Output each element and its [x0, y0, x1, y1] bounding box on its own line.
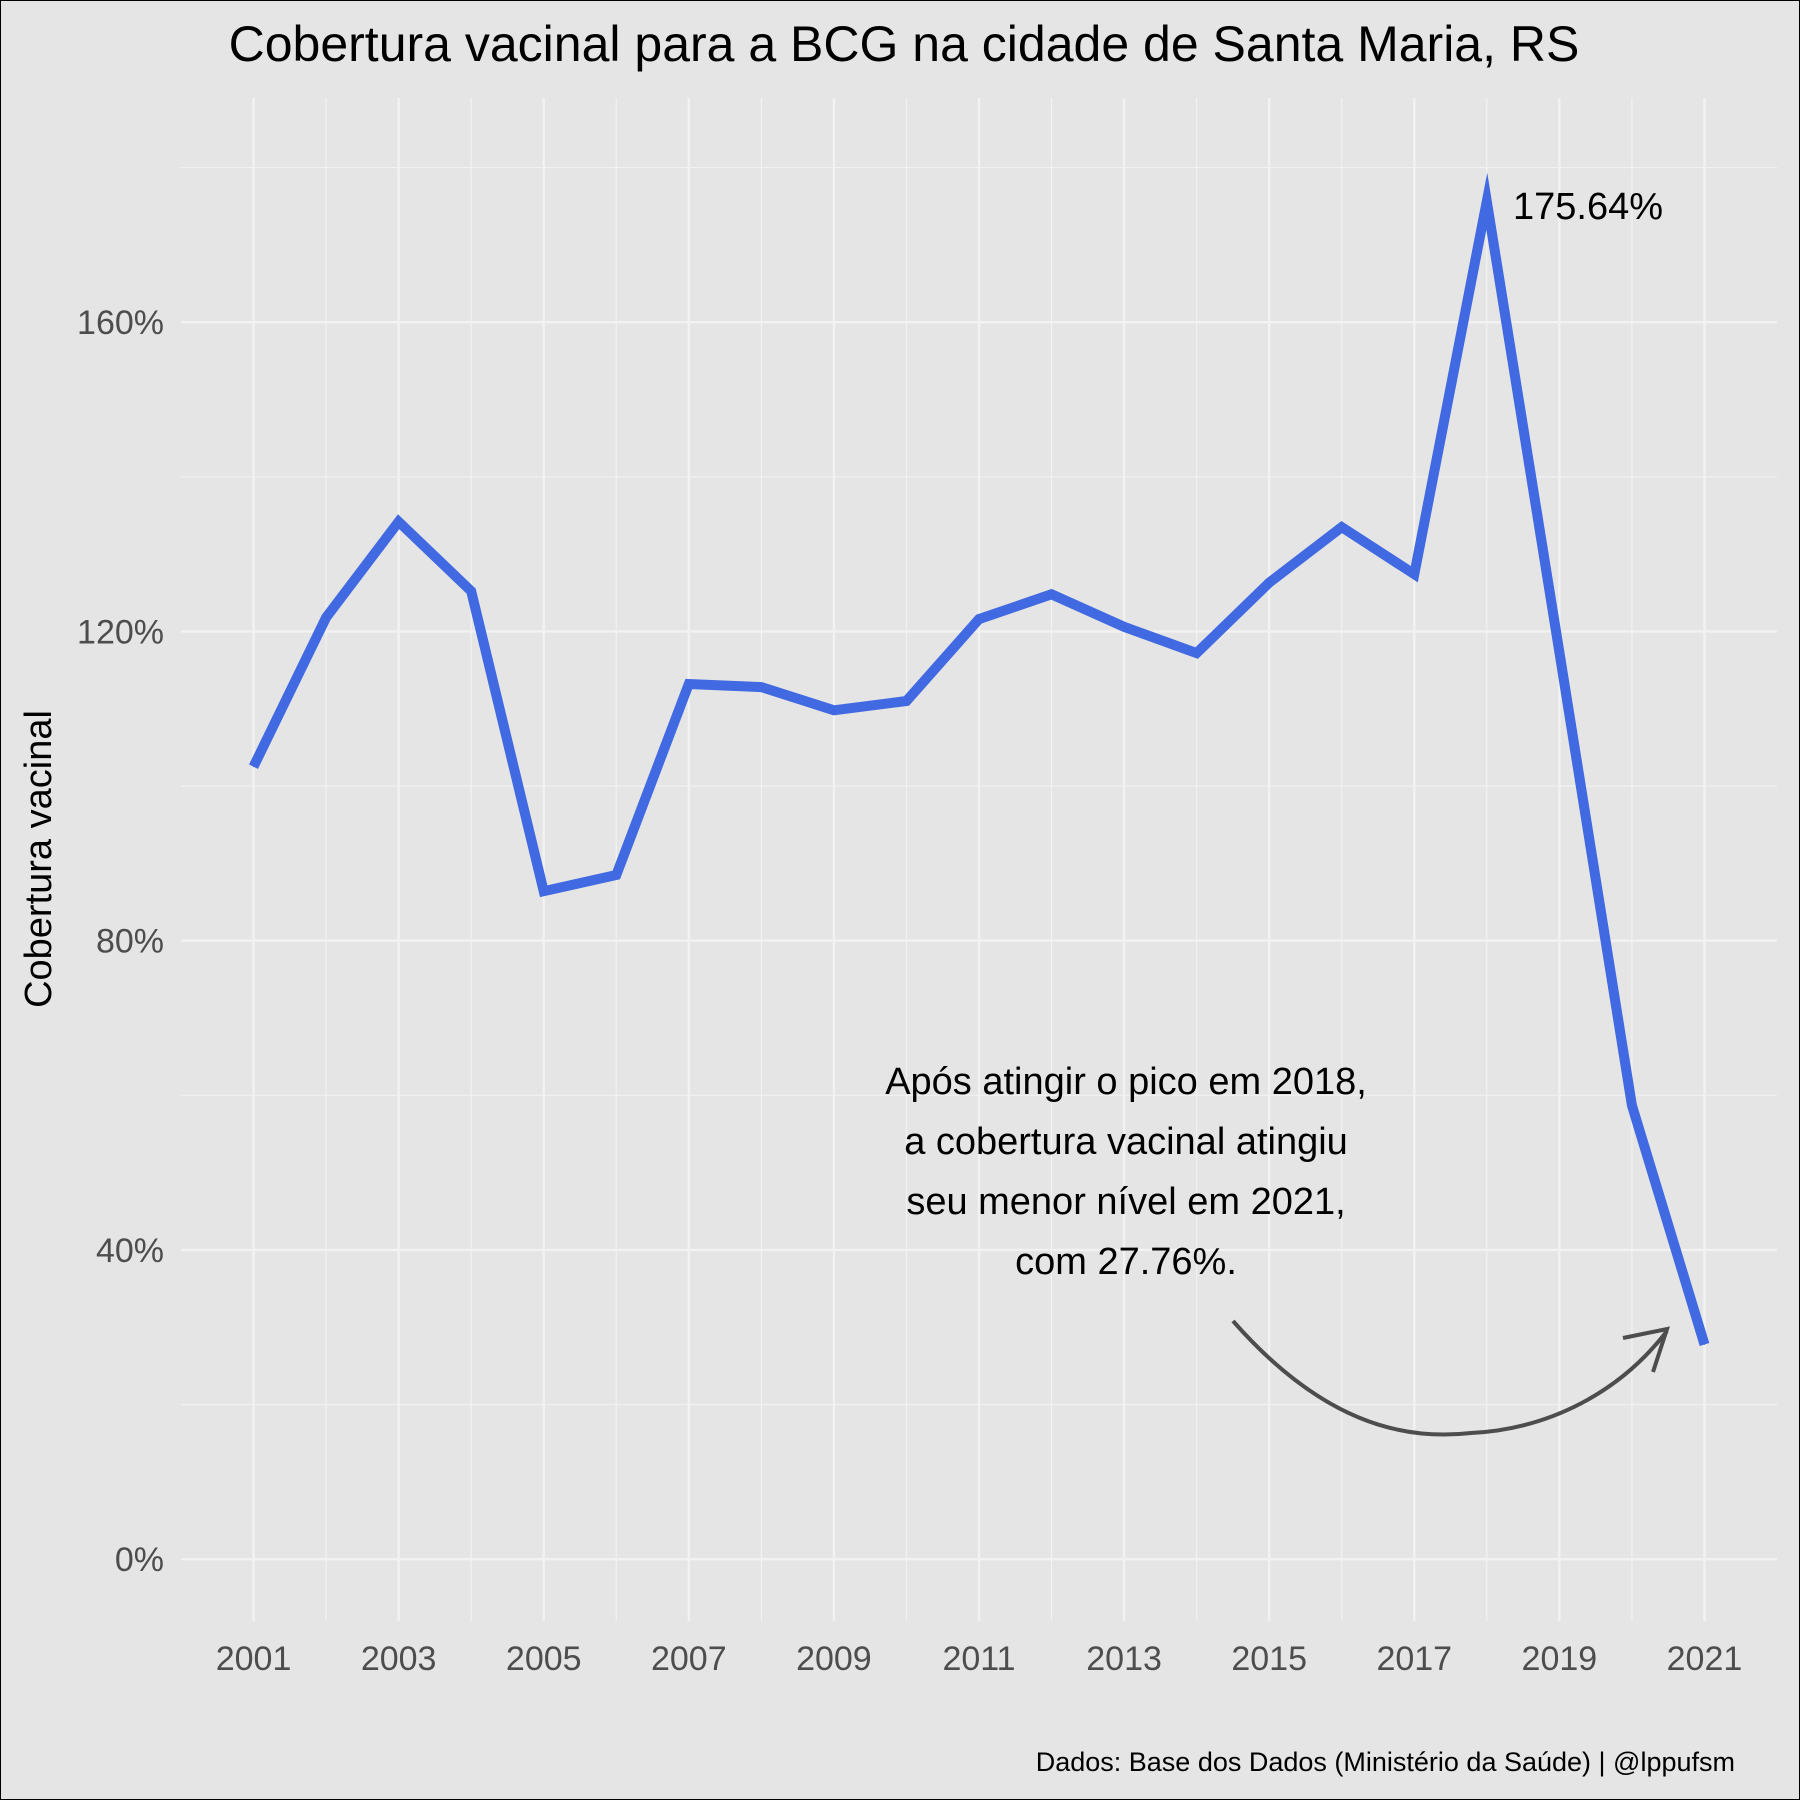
annotation-arrow-head [1622, 1326, 1670, 1373]
x-tick-label: 2001 [216, 1640, 292, 1678]
data-point [543, 890, 545, 892]
data-point [1196, 652, 1198, 654]
major-gridlines [181, 98, 1777, 1621]
y-tick-label: 40% [96, 1232, 164, 1270]
y-tick-label: 80% [96, 923, 164, 961]
x-tick-label: 2011 [942, 1640, 1015, 1678]
x-tick-label: 2005 [506, 1640, 582, 1678]
data-point [1051, 593, 1053, 595]
series-layer [249, 172, 1710, 1346]
data-point [1123, 626, 1125, 628]
data-point [325, 617, 327, 619]
x-tick-label: 2003 [361, 1640, 437, 1678]
data-point [1341, 526, 1343, 528]
data-point [1268, 582, 1270, 584]
data-point [398, 521, 400, 523]
annotation-line: seu menor nível em 2021, [906, 1181, 1345, 1223]
data-point [833, 709, 835, 711]
annotation-line: a cobertura vacinal atingiu [904, 1121, 1348, 1163]
x-axis-ticks: 2001 2003 2005 2007 2009 2011 2013 2015 2017 2019… [216, 1640, 1743, 1678]
peak-value-label: 175.64% [1513, 186, 1663, 228]
data-point [1703, 1344, 1705, 1346]
y-tick-label: 160% [77, 304, 164, 342]
x-tick-label: 2013 [1086, 1640, 1162, 1678]
x-tick-label: 2009 [796, 1640, 872, 1678]
data-point [1486, 200, 1488, 202]
data-point [688, 683, 690, 685]
data-point [1631, 1104, 1633, 1106]
data-source-caption: Dados: Base dos Dados (Ministério da Saú… [1036, 1747, 1735, 1777]
y-axis-ticks: 0% 40% 80% 120% 160% [77, 304, 164, 1579]
data-point [905, 700, 907, 702]
x-tick-label: 2017 [1376, 1640, 1452, 1678]
annotation-line: Após atingir o pico em 2018, [885, 1061, 1367, 1103]
annotation-arrow-curve [1231, 1319, 1669, 1437]
data-point [615, 874, 617, 876]
data-point [1558, 651, 1560, 653]
data-point [253, 766, 255, 768]
y-tick-label: 0% [115, 1541, 164, 1579]
minor-gridlines [181, 98, 1777, 1621]
chart-title: Cobertura vacinal para a BCG na cidade d… [229, 16, 1580, 72]
data-point [470, 590, 472, 592]
x-tick-label: 2021 [1667, 1640, 1743, 1678]
data-point [1413, 573, 1415, 575]
x-tick-label: 2015 [1231, 1640, 1307, 1678]
x-tick-label: 2019 [1522, 1640, 1598, 1678]
data-point [978, 618, 980, 620]
x-tick-label: 2007 [651, 1640, 727, 1678]
annotation-note: Após atingir o pico em 2018, a cobertura … [885, 1061, 1367, 1283]
y-axis-label: Cobertura vacinal [18, 710, 60, 1008]
y-tick-label: 120% [77, 613, 164, 651]
data-point [760, 686, 762, 688]
annotation-line: com 27.76%. [1015, 1241, 1237, 1283]
